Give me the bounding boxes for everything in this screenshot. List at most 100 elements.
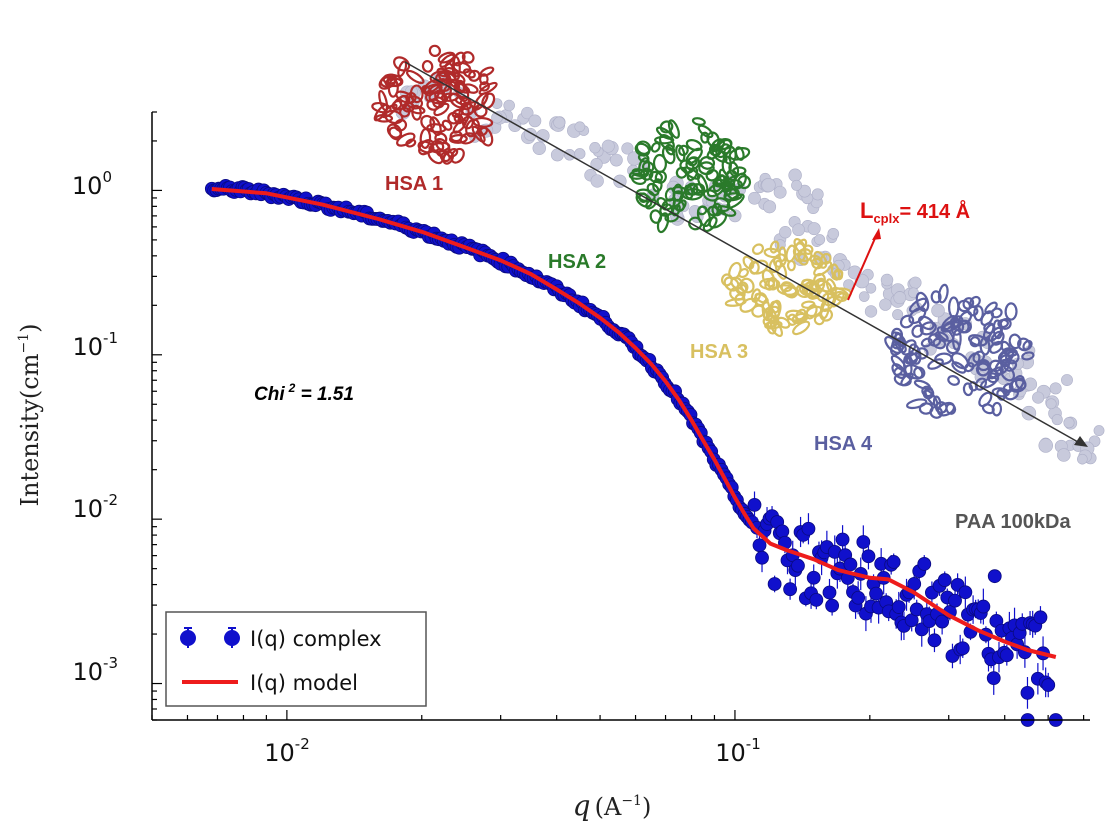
linker-bead: [1063, 417, 1075, 429]
hsa1-domain-helix: [447, 111, 461, 125]
hsa4-domain-helix: [967, 305, 979, 317]
hsa4-domain-helix: [1004, 302, 1018, 321]
hsa1-domain-helix: [406, 69, 425, 85]
hsa1-domain-helix: [472, 116, 494, 128]
linker-bead: [621, 142, 634, 155]
hsa3-domain-helix: [811, 257, 823, 270]
hsa1-domain-helix: [471, 125, 486, 143]
y-tick-label-2: 10-2: [72, 491, 118, 523]
data-point: [822, 585, 837, 600]
legend-box: [165, 611, 427, 707]
linker-bead: [1032, 391, 1045, 404]
hsa2-domain-helix: [708, 211, 728, 229]
hsa3-label: HSA 3: [690, 341, 748, 363]
data-point: [1033, 610, 1048, 625]
hsa4-domain-helix: [945, 402, 957, 415]
hsa3-domain-helix: [834, 290, 848, 302]
linker-bead: [1077, 453, 1088, 465]
hsa2-domain-helix: [692, 183, 706, 196]
protein-complex-illustration: [371, 44, 1105, 465]
hsa2-domain-helix: [685, 147, 703, 165]
hsa1-domain-helix: [387, 78, 399, 98]
hsa4-domain-helix: [934, 352, 953, 366]
hsa1-domain-helix: [461, 51, 475, 64]
hsa4-domain-helix: [975, 362, 991, 377]
legend-label-model: I(q) model: [250, 671, 358, 695]
linker-bead: [1021, 405, 1037, 421]
hsa3-domain-helix: [776, 284, 798, 296]
legend-marker-complex: [180, 627, 240, 648]
hsa4-domain-helix: [929, 405, 944, 419]
hsa4-domain-helix: [1008, 378, 1027, 393]
hsa3-domain-helix: [762, 307, 774, 322]
hsa1-domain-helix: [479, 81, 491, 92]
hsa3-domain-helix: [813, 260, 833, 277]
linker-bead: [503, 99, 515, 112]
hsa1-domain-helix: [447, 71, 466, 86]
hsa4-domain-helix: [890, 354, 907, 372]
hsa4-domain-helix: [997, 347, 1015, 362]
hsa2-domain-helix: [638, 192, 649, 203]
data-point: [955, 641, 970, 656]
linker-bead: [879, 298, 892, 311]
hsa2-domain-helix: [656, 212, 670, 234]
axes: [151, 112, 1090, 721]
linker-bead: [893, 291, 907, 305]
linker-bead: [590, 174, 604, 188]
hsa3-domain-helix: [750, 288, 762, 303]
hsa3-domain-helix: [749, 259, 769, 275]
hsa3-domain-helix: [769, 240, 780, 254]
y-tick-label-1: 10-1: [72, 329, 118, 361]
data-point: [783, 582, 798, 597]
paa-label: PAA 100kDa: [955, 511, 1071, 533]
data-point: [856, 535, 871, 549]
linker-bead: [791, 179, 803, 191]
hsa1-domain-helix: [439, 53, 455, 68]
hsa4-domain-helix: [986, 372, 1000, 384]
hsa2-domain-helix: [675, 144, 686, 163]
hsa1-domain-helix: [478, 73, 489, 86]
linker-bead: [601, 139, 615, 153]
hsa4-domain-helix: [908, 306, 927, 325]
linker-bead: [1045, 398, 1057, 410]
linker-bead: [807, 222, 821, 236]
hsa1-domain-helix: [436, 77, 451, 93]
hsa1-domain-helix: [405, 138, 417, 148]
hsa4-domain-helix: [947, 375, 960, 386]
hsa4-domain-helix: [973, 305, 984, 322]
linker-bead: [931, 303, 945, 318]
chi-square-annotation: Chi 2 = 1.51: [254, 381, 354, 405]
hsa4-domain-helix: [1002, 383, 1014, 394]
hsa4-domain-helix: [948, 296, 960, 319]
length-pointer-arrowhead: [872, 228, 881, 240]
data-point: [1020, 685, 1035, 700]
hsa3-domain-helix: [785, 309, 807, 322]
complex-axis-arrow: [404, 61, 1079, 443]
hsa2-domain-helix: [628, 169, 650, 180]
hsa1-domain-helix: [374, 113, 394, 123]
hsa1-domain-helix: [448, 134, 468, 144]
hsa1-domain-helix: [468, 69, 481, 82]
hsa1-domain-helix: [397, 60, 408, 78]
linker-bead: [864, 305, 878, 318]
linker-bead: [763, 200, 777, 214]
linker-bead: [788, 168, 802, 182]
hsa4-domain-helix: [989, 340, 1004, 354]
hsa1-domain-helix: [408, 104, 426, 115]
hsa2-domain-helix: [715, 138, 733, 159]
hsa1-domain-helix: [454, 95, 472, 106]
hsa3-domain-helix: [809, 277, 826, 298]
hsa4-domain-helix: [967, 334, 988, 347]
model-line: [211, 187, 1057, 659]
hsa3-domain-helix: [763, 247, 781, 259]
hsa4-domain-helix: [969, 295, 981, 308]
hsa1-domain-helix: [371, 101, 392, 114]
hsa2-domain-helix: [691, 117, 706, 126]
hsa1-domain-helix: [441, 119, 453, 131]
hsa1-domain-helix: [455, 82, 471, 94]
hsa1-domain-helix: [399, 106, 411, 118]
hsa1-domain-helix: [409, 84, 424, 104]
hsa2-domain-helix: [737, 175, 752, 190]
length-pointer-arrow: [847, 235, 877, 301]
hsa2-domain-helix: [634, 142, 651, 157]
